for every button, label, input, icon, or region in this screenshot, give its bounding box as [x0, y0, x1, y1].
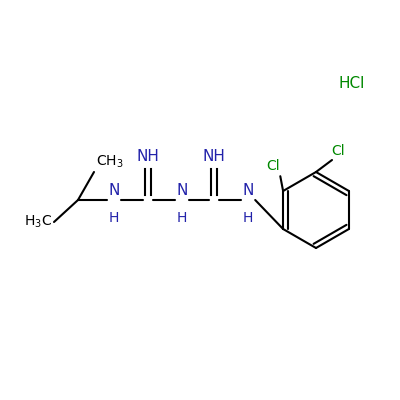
Text: Cl: Cl	[266, 159, 280, 173]
Text: H: H	[109, 211, 119, 225]
Text: N: N	[108, 183, 120, 198]
Text: NH: NH	[202, 149, 226, 164]
Text: HCl: HCl	[339, 76, 365, 92]
Text: H: H	[243, 211, 253, 225]
Text: N: N	[242, 183, 254, 198]
Text: N: N	[176, 183, 188, 198]
Text: H: H	[177, 211, 187, 225]
Text: Cl: Cl	[331, 144, 345, 158]
Text: NH: NH	[136, 149, 160, 164]
Text: H$_3$C: H$_3$C	[24, 214, 52, 230]
Text: CH$_3$: CH$_3$	[96, 154, 124, 170]
